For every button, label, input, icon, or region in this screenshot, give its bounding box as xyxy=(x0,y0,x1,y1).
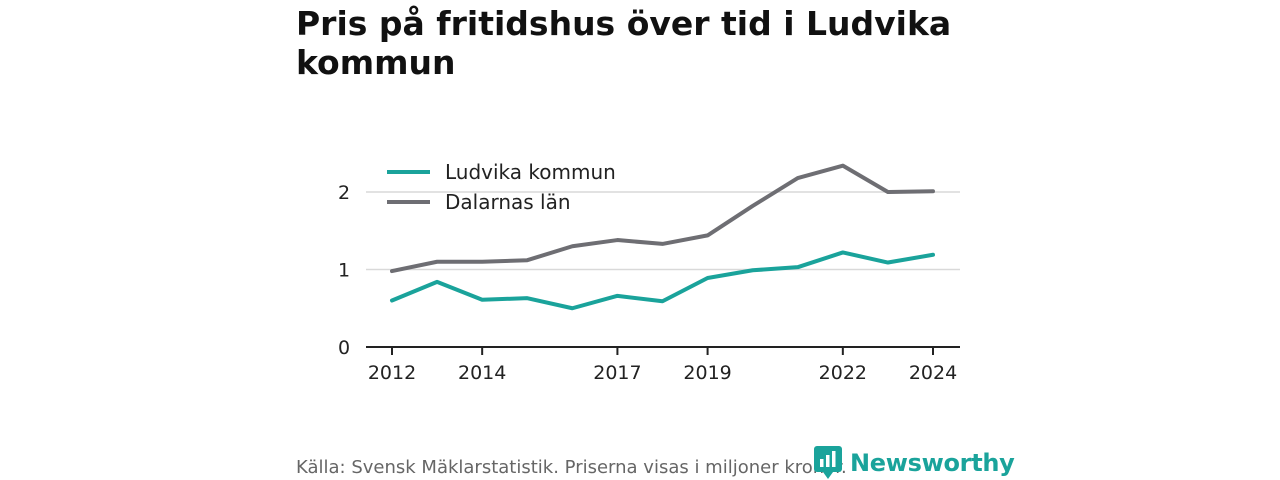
y-tick-label: 1 xyxy=(338,260,350,282)
brand-name: Newsworthy xyxy=(850,449,1015,477)
legend-label: Ludvika kommun xyxy=(445,160,616,184)
x-tick-label: 2024 xyxy=(909,362,957,384)
y-tick-label: 2 xyxy=(338,182,350,204)
y-axis-ticks: 0 1 2 xyxy=(338,182,350,359)
newsworthy-logo-icon xyxy=(814,446,842,479)
line-chart: 0 1 2 2012 2014 2017 2019 2022 2024 Ludvika kom… xyxy=(338,160,960,384)
series-line-ludvika-kommun xyxy=(390,250,935,311)
chart-title: Pris på fritidshus över tid i Ludvika ko… xyxy=(296,4,952,82)
x-axis-ticks: 2012 2014 2017 2019 2022 2024 xyxy=(368,347,957,384)
y-tick-label: 0 xyxy=(338,337,350,359)
x-tick-label: 2022 xyxy=(819,362,867,384)
legend: Ludvika kommun Dalarnas län xyxy=(387,160,616,214)
x-tick-label: 2019 xyxy=(683,362,731,384)
source-note: Källa: Svensk Mäklarstatistik. Priserna … xyxy=(296,457,847,478)
x-tick-label: 2012 xyxy=(368,362,416,384)
brand-logo[interactable]: Newsworthy xyxy=(814,446,1015,480)
x-tick-label: 2017 xyxy=(593,362,641,384)
series-lines xyxy=(390,163,935,311)
legend-label: Dalarnas län xyxy=(445,190,571,214)
x-tick-label: 2014 xyxy=(458,362,506,384)
gridlines xyxy=(366,191,960,271)
series-line-dalarnas-l-n xyxy=(390,163,935,274)
